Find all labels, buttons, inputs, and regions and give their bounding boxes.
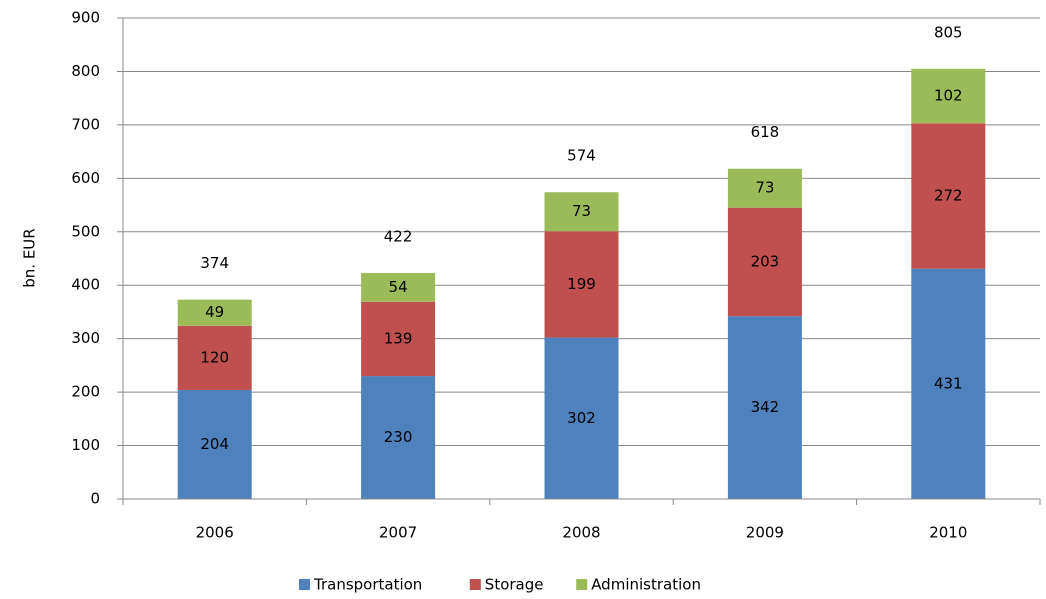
bar-segment xyxy=(544,192,619,232)
bar-segment xyxy=(911,268,986,499)
total-label: 618 xyxy=(751,123,780,141)
value-label: 230 xyxy=(384,428,413,446)
bar-segment xyxy=(177,325,252,390)
bar-segment xyxy=(911,68,986,124)
bar-segment xyxy=(177,299,252,326)
bar-segment xyxy=(361,272,436,302)
value-label: 120 xyxy=(200,348,229,366)
x-tick-label: 2008 xyxy=(562,524,600,542)
x-tick-label: 2007 xyxy=(379,524,417,542)
x-tick-label: 2006 xyxy=(196,524,234,542)
y-tick-label: 700 xyxy=(71,115,100,133)
legend-swatch xyxy=(299,579,310,590)
bar-segment xyxy=(177,389,252,499)
value-label: 342 xyxy=(751,398,780,416)
y-tick-label: 900 xyxy=(71,9,100,27)
bar-segment xyxy=(544,231,619,338)
value-label: 139 xyxy=(384,329,413,347)
value-label: 302 xyxy=(567,409,596,427)
y-tick-label: 300 xyxy=(71,329,100,347)
bar-segment xyxy=(361,301,436,377)
value-label: 204 xyxy=(200,435,229,453)
value-label: 49 xyxy=(205,303,224,321)
total-label: 805 xyxy=(934,23,963,41)
y-tick-label: 500 xyxy=(71,222,100,240)
total-label: 574 xyxy=(567,147,596,165)
bar-segment xyxy=(911,123,986,269)
value-label: 431 xyxy=(934,374,963,392)
bar-segment xyxy=(727,168,802,208)
value-label: 54 xyxy=(389,278,408,296)
value-label: 272 xyxy=(934,186,963,204)
bar-segment xyxy=(544,337,619,499)
y-tick-label: 600 xyxy=(71,169,100,187)
y-tick-label: 200 xyxy=(71,383,100,401)
y-tick-label: 800 xyxy=(71,62,100,80)
legend-label: Storage xyxy=(485,576,544,594)
x-tick-label: 2010 xyxy=(929,524,967,542)
legend-label: Administration xyxy=(591,576,701,594)
value-label: 102 xyxy=(934,87,963,105)
value-label: 199 xyxy=(567,275,596,293)
bar-segment xyxy=(727,207,802,317)
total-label: 422 xyxy=(384,227,413,245)
y-tick-label: 400 xyxy=(71,276,100,294)
legend-swatch xyxy=(576,579,588,590)
y-tick-label: 100 xyxy=(71,436,100,454)
y-tick-label: 0 xyxy=(90,490,100,508)
bar-segment xyxy=(727,316,802,499)
value-label: 73 xyxy=(755,179,774,197)
y-axis-label: bn. EUR xyxy=(21,228,39,287)
value-label: 203 xyxy=(751,252,780,270)
total-label: 374 xyxy=(200,254,229,272)
value-label: 73 xyxy=(572,202,591,220)
legend-label: Transportation xyxy=(313,576,422,594)
bar-segment xyxy=(361,376,436,499)
x-tick-label: 2009 xyxy=(746,524,784,542)
legend-swatch xyxy=(469,579,481,590)
